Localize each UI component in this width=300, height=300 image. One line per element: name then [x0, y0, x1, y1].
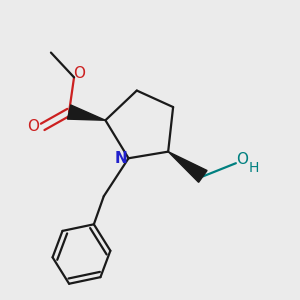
Polygon shape [168, 152, 207, 182]
Polygon shape [68, 105, 105, 120]
Text: O: O [236, 152, 248, 167]
Text: N: N [115, 151, 128, 166]
Text: H: H [248, 161, 259, 175]
Text: O: O [27, 119, 39, 134]
Text: O: O [73, 66, 85, 81]
